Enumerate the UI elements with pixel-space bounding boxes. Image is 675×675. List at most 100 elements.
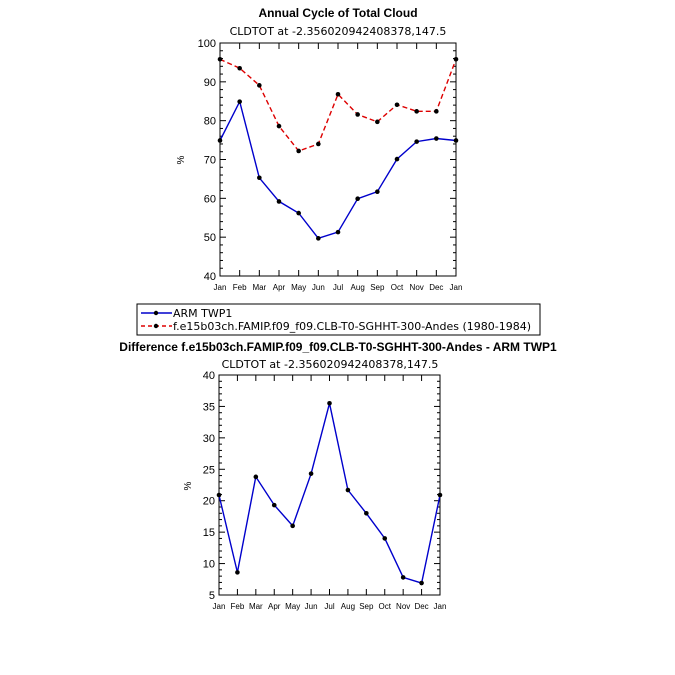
top-ytick-label: 50: [204, 232, 216, 244]
top-series-0-point: [257, 175, 262, 181]
legend-marker-arm: [153, 310, 159, 316]
top-xtick-label: Apr: [273, 283, 286, 292]
bottom-series-0-point: [364, 510, 369, 516]
top-xtick-label: Mar: [252, 283, 266, 292]
top-series-0-point: [453, 138, 459, 143]
bottom-ytick-label: 40: [203, 370, 215, 382]
bottom-ytick-label: 35: [203, 401, 215, 413]
bottom-series-0-point: [216, 492, 222, 498]
bottom-xtick-label: Apr: [268, 602, 281, 611]
top-ytick-label: 100: [198, 38, 216, 50]
top-chart-title: Annual Cycle of Total Cloud: [258, 6, 417, 20]
top-series-1-point: [394, 102, 400, 108]
top-xtick-label: Jul: [333, 283, 343, 292]
bottom-xtick-label: Jan: [434, 602, 447, 611]
bottom-ytick-label: 25: [203, 464, 215, 476]
top-xtick-label: Aug: [351, 283, 365, 292]
bottom-ytick-label: 30: [203, 433, 215, 445]
legend-marker-model: [153, 323, 159, 329]
bottom-series-0-point: [253, 474, 259, 480]
top-series-0-point: [237, 99, 242, 104]
bottom-series-0-point: [437, 492, 443, 498]
bottom-chart: Difference f.e15b03ch.FAMIP.f09_f09.CLB-…: [119, 340, 557, 611]
top-series-0-point: [375, 189, 380, 195]
bottom-xtick-label: Oct: [379, 602, 392, 611]
bottom-chart-subtitle: CLDTOT at -2.356020942408378,147.5: [222, 358, 439, 371]
top-ytick-label: 90: [204, 77, 216, 89]
bottom-xtick-label: Mar: [249, 602, 263, 611]
bottom-plot-frame: [218, 374, 441, 596]
top-series-1-point: [257, 83, 262, 88]
top-xtick-label: Sep: [370, 283, 385, 292]
top-series-1-point: [355, 112, 360, 117]
legend-label-arm: ARM TWP1: [173, 307, 232, 320]
bottom-xtick-label: Jan: [213, 602, 226, 611]
top-series-1-point: [237, 65, 242, 71]
top-series-1-point: [296, 148, 301, 154]
top-series-1-point: [375, 119, 380, 125]
bottom-xtick-label: Jul: [324, 602, 334, 611]
bottom-series-0-point: [290, 523, 295, 529]
top-series-1-point: [434, 109, 439, 114]
bottom-xtick-label: May: [285, 602, 300, 611]
top-xtick-label: May: [291, 283, 306, 292]
bottom-series-0-point: [382, 536, 388, 541]
bottom-chart-title: Difference f.e15b03ch.FAMIP.f09_f09.CLB-…: [119, 340, 557, 354]
top-xtick-label: Jan: [214, 283, 227, 292]
top-xtick-label: Jan: [450, 283, 463, 292]
bottom-series-0-point: [327, 400, 332, 406]
top-series-0-point: [316, 236, 321, 241]
bottom-series-0-point: [271, 502, 277, 508]
top-series-1-point: [453, 57, 459, 62]
top-plot-frame: [219, 42, 457, 277]
legend: ARM TWP1 f.e15b03ch.FAMIP.f09_f09.CLB-T0…: [136, 303, 541, 336]
bottom-ytick-label: 15: [203, 527, 215, 539]
bottom-ytick-label: 10: [203, 559, 215, 571]
bottom-ytick-label: 20: [203, 496, 215, 508]
top-series-0-point: [355, 196, 360, 202]
bottom-series-0-point: [345, 487, 351, 493]
top-xtick-label: Nov: [410, 283, 424, 292]
top-ytick-label: 70: [204, 155, 216, 167]
top-series-0-point: [394, 156, 400, 162]
top-xtick-label: Oct: [391, 283, 404, 292]
bottom-series-line-0: [218, 403, 441, 584]
top-chart: Annual Cycle of Total Cloud CLDTOT at -2…: [176, 6, 462, 292]
top-series-0-point: [434, 136, 439, 141]
bottom-series-0-point: [308, 471, 314, 476]
top-xtick-label: Dec: [429, 283, 443, 292]
top-chart-ylabel: %: [176, 155, 187, 164]
top-series-0-point: [335, 229, 341, 235]
top-ytick-label: 80: [204, 116, 216, 128]
top-series-0-point: [296, 210, 301, 216]
top-xtick-label: Feb: [233, 283, 247, 292]
top-series-0-point: [276, 199, 282, 204]
top-series-0-point: [414, 139, 419, 144]
bottom-xtick-label: Sep: [359, 602, 374, 611]
top-ytick-label: 60: [204, 193, 216, 205]
top-series-1-point: [276, 123, 282, 129]
bottom-xtick-label: Nov: [396, 602, 410, 611]
top-series-1-point: [217, 57, 223, 62]
bottom-ytick-label: 5: [209, 590, 215, 602]
legend-label-model: f.e15b03ch.FAMIP.f09_f09.CLB-T0-SGHHT-30…: [173, 320, 531, 333]
top-ytick-label: 40: [204, 271, 216, 283]
top-series-1-point: [414, 109, 419, 114]
bottom-series-0-point: [419, 580, 424, 586]
legend-box: [136, 303, 541, 336]
top-xtick-label: Jun: [312, 283, 325, 292]
bottom-chart-ylabel: %: [183, 481, 194, 490]
top-series-line-1: [219, 58, 457, 152]
bottom-series-0-point: [235, 570, 240, 575]
bottom-series-0-point: [400, 575, 406, 580]
bottom-xtick-label: Aug: [341, 602, 355, 611]
top-series-0-point: [217, 138, 223, 143]
top-series-1-point: [316, 141, 321, 147]
top-series-line-0: [219, 99, 457, 240]
top-series-1-point: [335, 91, 341, 97]
top-chart-subtitle: CLDTOT at -2.356020942408378,147.5: [230, 25, 447, 38]
bottom-xtick-label: Dec: [414, 602, 428, 611]
bottom-xtick-label: Jun: [305, 602, 318, 611]
bottom-xtick-label: Feb: [231, 602, 245, 611]
